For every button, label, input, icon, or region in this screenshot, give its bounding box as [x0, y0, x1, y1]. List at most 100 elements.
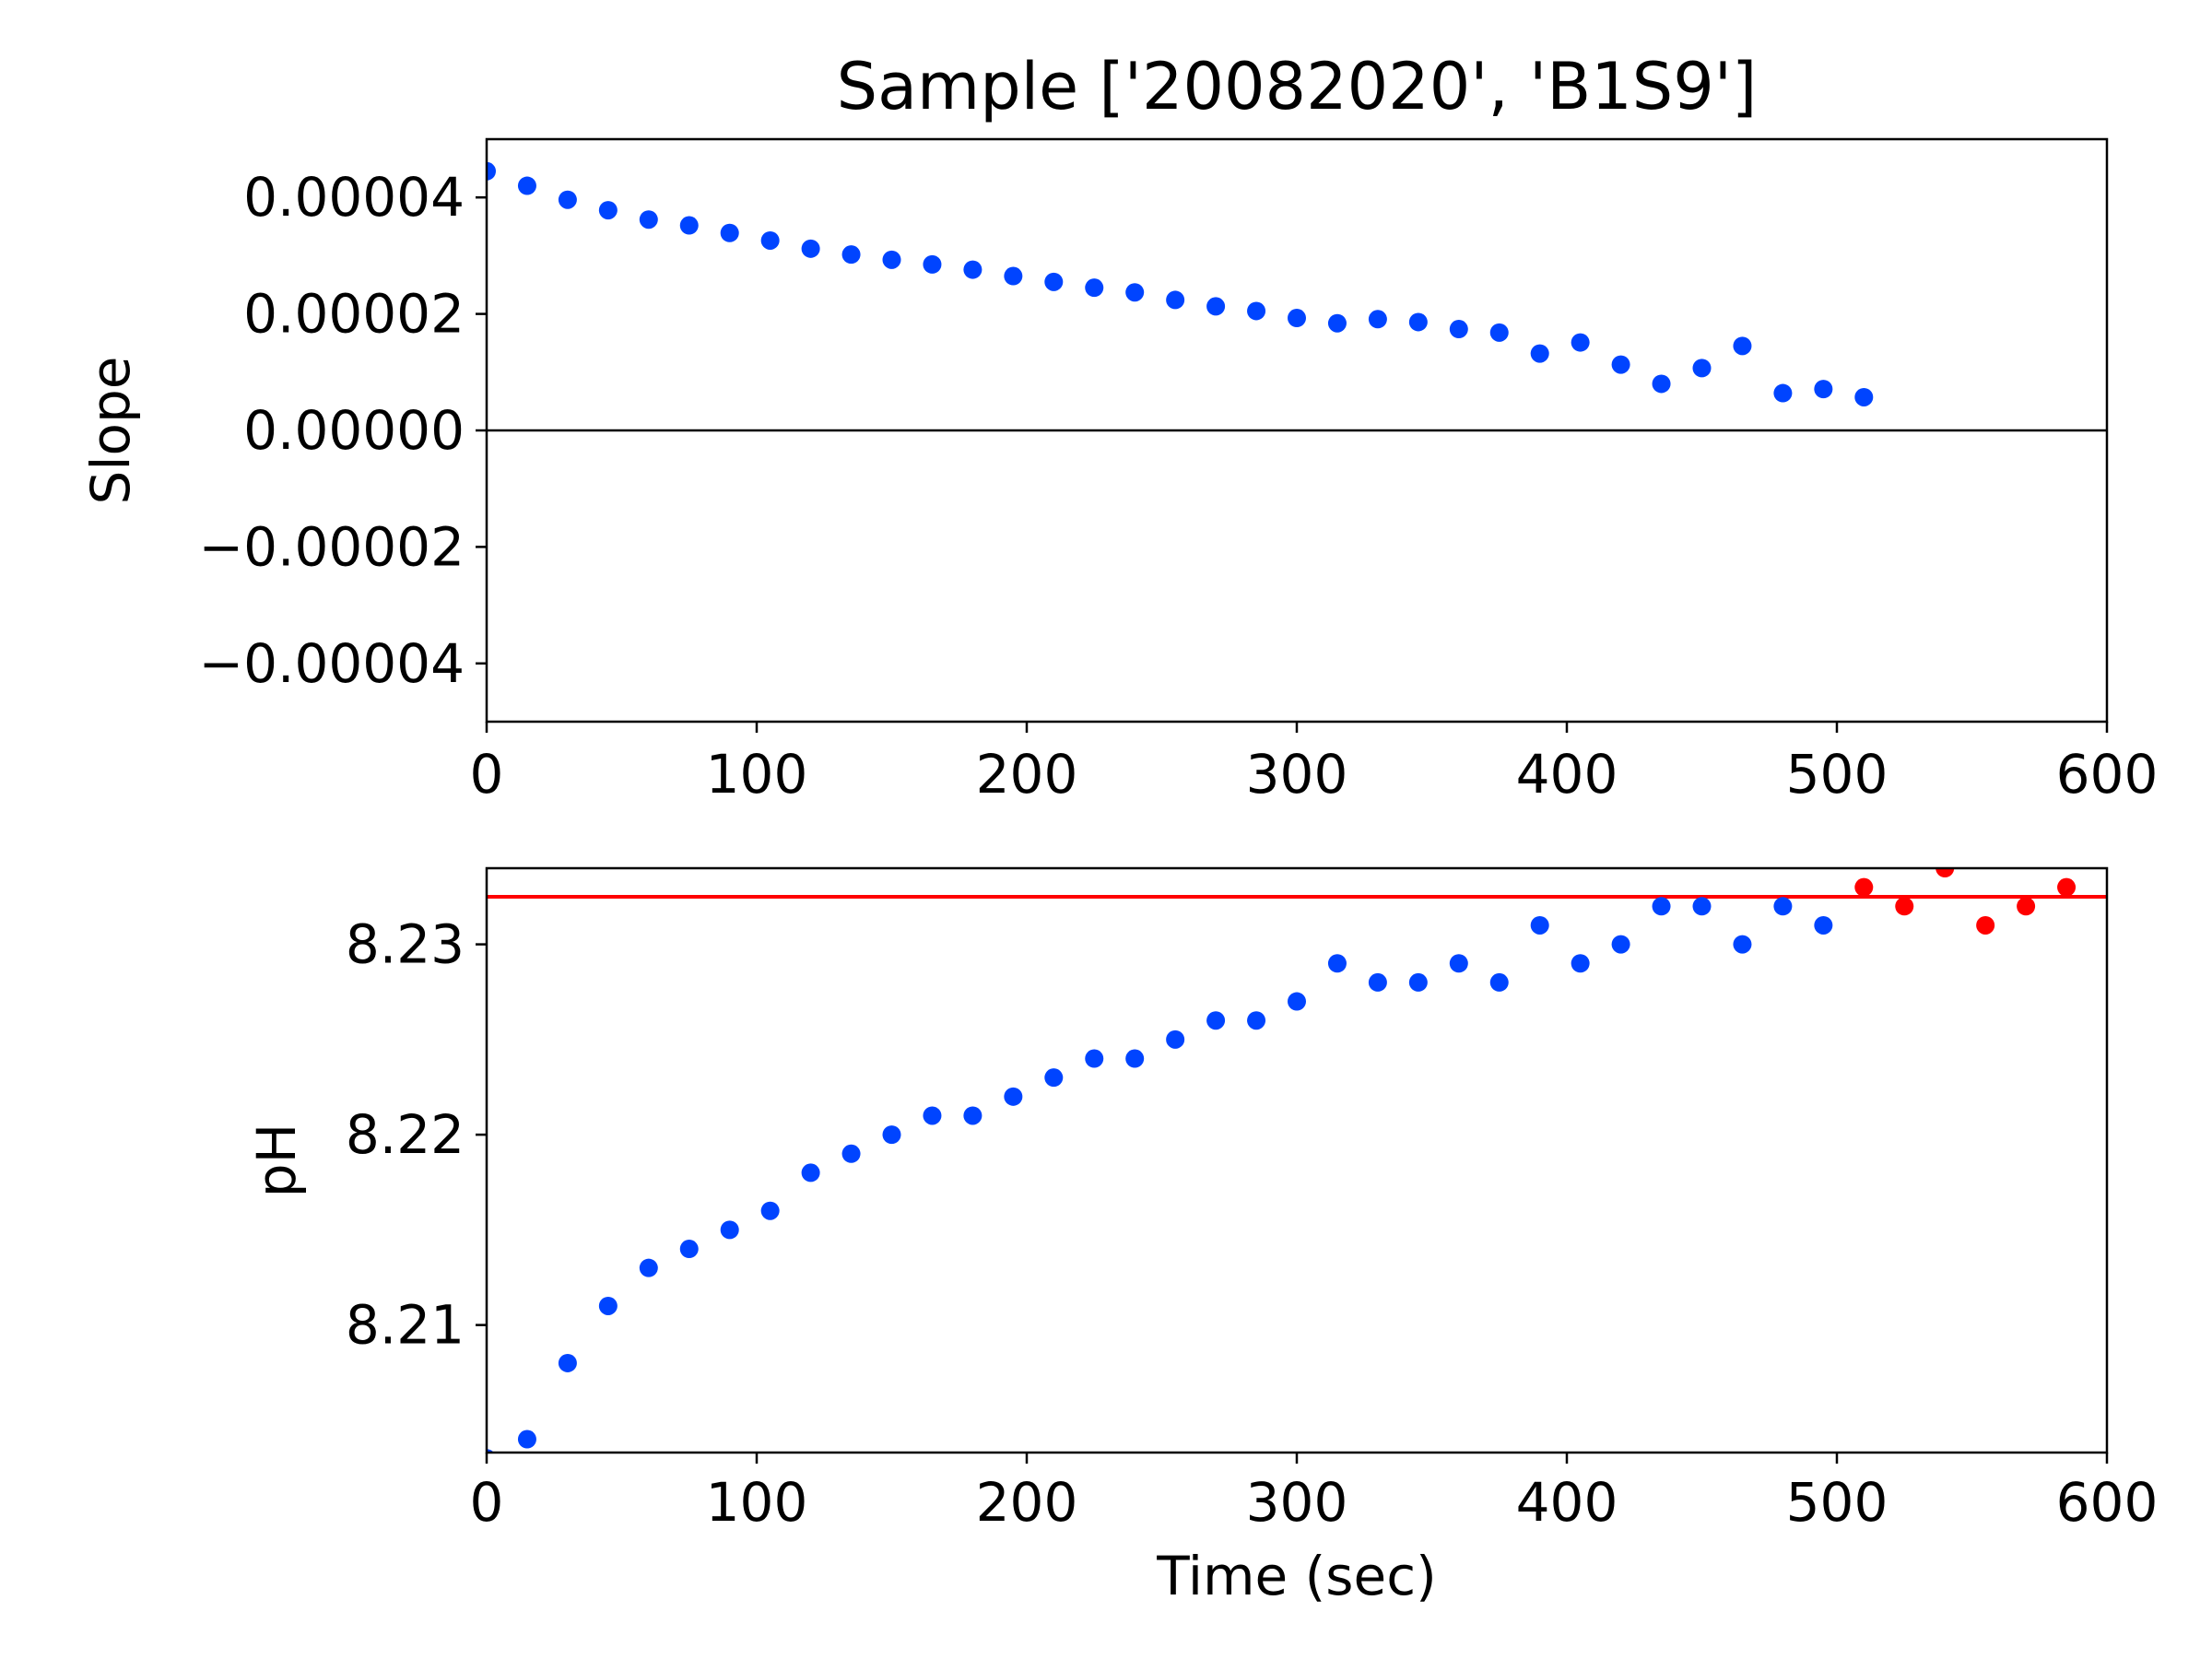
slope-data-point: [1327, 313, 1347, 333]
ph-data-point: [1530, 915, 1549, 935]
ph-data-point: [1733, 935, 1752, 954]
slope-data-point: [1408, 312, 1428, 332]
ph-data-point: [1854, 877, 1874, 897]
ph-data-point: [1976, 915, 1995, 935]
slope-data-point: [1288, 309, 1306, 328]
slope-data-point: [1004, 266, 1023, 286]
slope-data-point: [760, 230, 780, 250]
slope-y-axis-label: Slope: [79, 357, 142, 505]
slope-y-tick-label: 0.00000: [243, 399, 465, 462]
slope-data-point: [841, 245, 861, 265]
slope-data-point: [487, 161, 496, 181]
slope-data-point: [1449, 320, 1468, 339]
chart-title: Sample ['20082020', 'B1S9']: [837, 49, 1758, 124]
slope-data-point: [1044, 272, 1064, 291]
ph-x-tick-label: 300: [1246, 1471, 1348, 1534]
ph-x-tick-label: 600: [2056, 1471, 2159, 1534]
slope-data-point: [1206, 297, 1226, 316]
slope-data-point: [1692, 359, 1712, 378]
slope-data-point: [1125, 283, 1145, 302]
ph-x-tick-label: 400: [1516, 1471, 1618, 1534]
ph-data-point: [558, 1353, 577, 1372]
ph-data-point: [517, 1430, 536, 1449]
ph-data-point: [1327, 954, 1347, 973]
slope-x-tick-label: 600: [2056, 743, 2159, 806]
ph-y-tick-label: 8.21: [346, 1294, 465, 1357]
slope-data-point: [1854, 387, 1874, 406]
ph-data-point: [1044, 1068, 1064, 1088]
ph-data-point: [639, 1258, 658, 1277]
ph-data-point: [1368, 972, 1387, 992]
ph-data-point: [1288, 992, 1306, 1011]
ph-data-point: [1489, 972, 1509, 992]
ph-data-point: [679, 1240, 699, 1259]
ph-points: [487, 868, 2077, 1453]
slope-data-point: [1368, 310, 1387, 329]
slope-x-tick-label: 200: [976, 743, 1078, 806]
ph-data-point: [923, 1106, 942, 1125]
ph-data-point: [1449, 954, 1468, 973]
ph-data-point: [760, 1201, 780, 1220]
slope-data-point: [1814, 380, 1833, 399]
ph-data-point: [1247, 1011, 1266, 1030]
ph-data-point: [2017, 897, 2036, 916]
slope-data-point: [801, 239, 820, 258]
slope-panel: 0 100 200 300 400 500 600 −0.00004 −0.00002 0.000…: [79, 49, 2158, 806]
ph-axes-frame: [485, 866, 2109, 1454]
ph-data-point: [1571, 954, 1590, 973]
slope-x-tick-label: 100: [706, 743, 808, 806]
ph-data-point: [2057, 877, 2077, 897]
slope-y-tick-label: −0.00002: [199, 515, 465, 578]
slope-data-point: [1773, 383, 1793, 403]
ph-data-point: [1125, 1049, 1145, 1068]
slope-data-point: [1489, 323, 1509, 342]
ph-data-point: [1085, 1049, 1104, 1068]
slope-data-point: [1571, 333, 1590, 352]
ph-data-point: [1206, 1011, 1226, 1030]
ph-x-tick-label: 200: [976, 1471, 1078, 1534]
slope-data-point: [598, 201, 618, 220]
ph-data-point: [963, 1106, 982, 1125]
ph-data-point: [1936, 868, 1955, 877]
slope-data-point: [1530, 344, 1549, 363]
ph-data-point: [1408, 972, 1428, 992]
slope-data-point: [1611, 355, 1630, 374]
slope-data-point: [558, 190, 577, 209]
ph-data-point: [1773, 897, 1793, 916]
slope-data-point: [1085, 278, 1104, 298]
slope-data-point: [882, 250, 901, 269]
slope-x-tick-label: 0: [470, 743, 504, 806]
ph-x-tick-label: 500: [1786, 1471, 1888, 1534]
ph-data-point: [1004, 1087, 1023, 1106]
ph-data-point: [598, 1296, 618, 1315]
slope-data-point: [720, 223, 739, 242]
slope-x-tick-label: 500: [1786, 743, 1888, 806]
slope-data-point: [1733, 336, 1752, 356]
slope-data-point: [639, 210, 658, 229]
slope-data-point: [679, 216, 699, 235]
ph-x-tick-label: 100: [706, 1471, 808, 1534]
slope-x-tick-label: 400: [1516, 743, 1618, 806]
ph-y-tick-label: 8.22: [346, 1103, 465, 1166]
ph-y-tick-label: 8.23: [346, 913, 465, 976]
ph-data-point: [1692, 897, 1712, 916]
slope-data-point: [923, 254, 942, 274]
slope-data-point: [1166, 290, 1185, 310]
slope-points: [487, 161, 1874, 406]
slope-x-tick-label: 300: [1246, 743, 1348, 806]
ph-data-point: [1611, 935, 1630, 954]
ph-x-tick-label: 0: [470, 1471, 504, 1534]
ph-data-point: [882, 1125, 901, 1145]
slope-data-point: [517, 176, 536, 195]
slope-data-point: [1247, 301, 1266, 321]
ph-data-point: [1895, 897, 1914, 916]
slope-data-point: [963, 260, 982, 279]
ph-data-point: [1652, 897, 1671, 916]
ph-x-axis-label: Time (sec): [1156, 1545, 1436, 1607]
slope-y-tick-label: 0.00002: [243, 283, 465, 346]
ph-data-point: [1814, 915, 1833, 935]
slope-y-tick-label: 0.00004: [243, 166, 465, 229]
ph-y-axis-label: pH: [245, 1124, 308, 1197]
ph-data-point: [720, 1220, 739, 1240]
slope-data-point: [1652, 374, 1671, 394]
